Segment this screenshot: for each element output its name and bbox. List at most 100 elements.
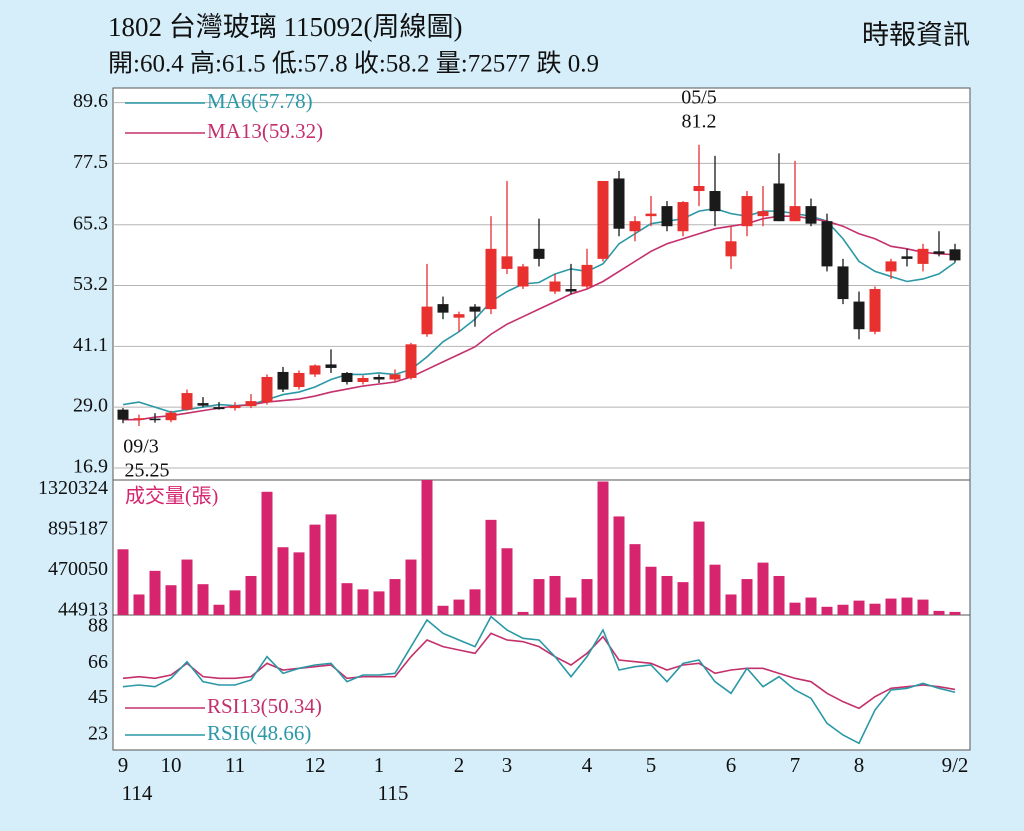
volume-bar bbox=[421, 480, 433, 615]
volume-bar bbox=[533, 579, 545, 615]
volume-title: 成交量(張) bbox=[125, 485, 218, 508]
candle-body bbox=[885, 261, 897, 272]
candle-body bbox=[917, 248, 929, 264]
y-tick-label: 16.9 bbox=[73, 456, 108, 478]
candle-body bbox=[837, 266, 849, 300]
volume-bar bbox=[693, 521, 705, 615]
candle-body bbox=[901, 256, 913, 259]
plot-area bbox=[112, 87, 971, 751]
source: 時報資訊 bbox=[862, 20, 970, 50]
volume-bar bbox=[261, 491, 273, 615]
candle-body bbox=[725, 241, 737, 257]
candle-body bbox=[853, 301, 865, 330]
annotation-value: 25.25 bbox=[125, 460, 170, 482]
candle-body bbox=[933, 251, 945, 254]
y-tick-label: 29.0 bbox=[73, 395, 108, 417]
volume-bar bbox=[357, 589, 369, 615]
volume-bar bbox=[293, 552, 305, 615]
volume-bar bbox=[773, 575, 785, 615]
candle-body bbox=[645, 213, 657, 217]
x-tick-sublabel: 114 bbox=[122, 781, 153, 805]
volume-bar bbox=[741, 579, 753, 615]
x-tick-label: 1 bbox=[374, 753, 385, 777]
volume-bar bbox=[197, 584, 209, 615]
y-tick-label: 66 bbox=[88, 651, 108, 673]
candle-body bbox=[357, 377, 369, 382]
volume-bar bbox=[869, 603, 881, 615]
volume-bar bbox=[501, 548, 513, 615]
candle-body bbox=[709, 191, 721, 212]
volume-bar bbox=[837, 604, 849, 615]
x-tick-label: 12 bbox=[305, 753, 326, 777]
volume-bar bbox=[901, 597, 913, 615]
candle-body bbox=[533, 248, 545, 259]
x-tick-label: 5 bbox=[646, 753, 657, 777]
candle-body bbox=[437, 304, 449, 313]
candle-body bbox=[293, 372, 305, 388]
legend-entry: MA6(57.78) bbox=[207, 89, 313, 113]
volume-bar bbox=[117, 549, 129, 615]
volume-bar bbox=[709, 564, 721, 615]
volume-bar bbox=[933, 610, 945, 615]
x-tick-label: 7 bbox=[790, 753, 801, 777]
candle-body bbox=[165, 412, 177, 421]
quote-line: 開:60.4 高:61.5 低:57.8 收:58.2 量:72577 跌 0.… bbox=[108, 50, 599, 78]
volume-bar bbox=[597, 481, 609, 615]
x-tick-label: 10 bbox=[161, 753, 182, 777]
candle-body bbox=[501, 256, 513, 269]
candle-body bbox=[565, 289, 577, 292]
volume-bar bbox=[613, 516, 625, 615]
volume-bar bbox=[517, 611, 529, 615]
candle-body bbox=[821, 221, 833, 267]
candle-body bbox=[389, 374, 401, 380]
volume-bar bbox=[277, 547, 289, 615]
candle-body bbox=[693, 186, 705, 192]
y-tick-label: 65.3 bbox=[73, 212, 108, 234]
volume-bar bbox=[549, 575, 561, 615]
candle-body bbox=[229, 405, 241, 409]
volume-bar bbox=[165, 585, 177, 615]
volume-bar bbox=[757, 562, 769, 615]
volume-bar bbox=[581, 579, 593, 615]
volume-bar bbox=[341, 583, 353, 615]
y-tick-label: 44913 bbox=[58, 598, 108, 620]
x-tick-label: 3 bbox=[502, 753, 513, 777]
candle-body bbox=[757, 211, 769, 217]
chart-title: 1802 台灣玻璃 115092(周線圖) bbox=[108, 12, 462, 42]
candle-body bbox=[245, 401, 257, 407]
volume-bar bbox=[149, 570, 161, 615]
y-tick-label: 88 bbox=[88, 614, 108, 636]
x-tick-label: 6 bbox=[726, 753, 737, 777]
y-tick-label: 77.5 bbox=[73, 151, 108, 173]
candle-body bbox=[805, 206, 817, 224]
candle-body bbox=[581, 264, 593, 287]
candle-body bbox=[949, 249, 961, 261]
candle-body bbox=[485, 248, 497, 310]
annotation-date: 09/3 bbox=[123, 436, 159, 458]
volume-bar bbox=[949, 611, 961, 615]
volume-bar bbox=[677, 582, 689, 615]
volume-bar bbox=[405, 559, 417, 615]
y-tick-label: 895187 bbox=[48, 517, 108, 539]
volume-bar bbox=[453, 599, 465, 615]
volume-bar bbox=[805, 597, 817, 615]
x-tick-label: 2 bbox=[454, 753, 465, 777]
x-tick-label: 4 bbox=[582, 753, 593, 777]
volume-bar bbox=[325, 514, 337, 615]
candle-body bbox=[277, 371, 289, 390]
y-tick-label: 470050 bbox=[48, 558, 108, 580]
candle-body bbox=[453, 314, 465, 318]
y-tick-label: 53.2 bbox=[73, 273, 108, 295]
volume-bar bbox=[821, 606, 833, 615]
volume-bar bbox=[437, 605, 449, 615]
volume-bar bbox=[229, 590, 241, 615]
x-tick-label: 9 bbox=[118, 753, 129, 777]
volume-bar bbox=[885, 598, 897, 615]
rsi-line bbox=[122, 632, 956, 710]
candle-body bbox=[597, 180, 609, 259]
candle-body bbox=[133, 418, 145, 420]
volume-bar bbox=[645, 566, 657, 615]
candle-body bbox=[677, 202, 689, 232]
volume-bar bbox=[213, 604, 225, 615]
